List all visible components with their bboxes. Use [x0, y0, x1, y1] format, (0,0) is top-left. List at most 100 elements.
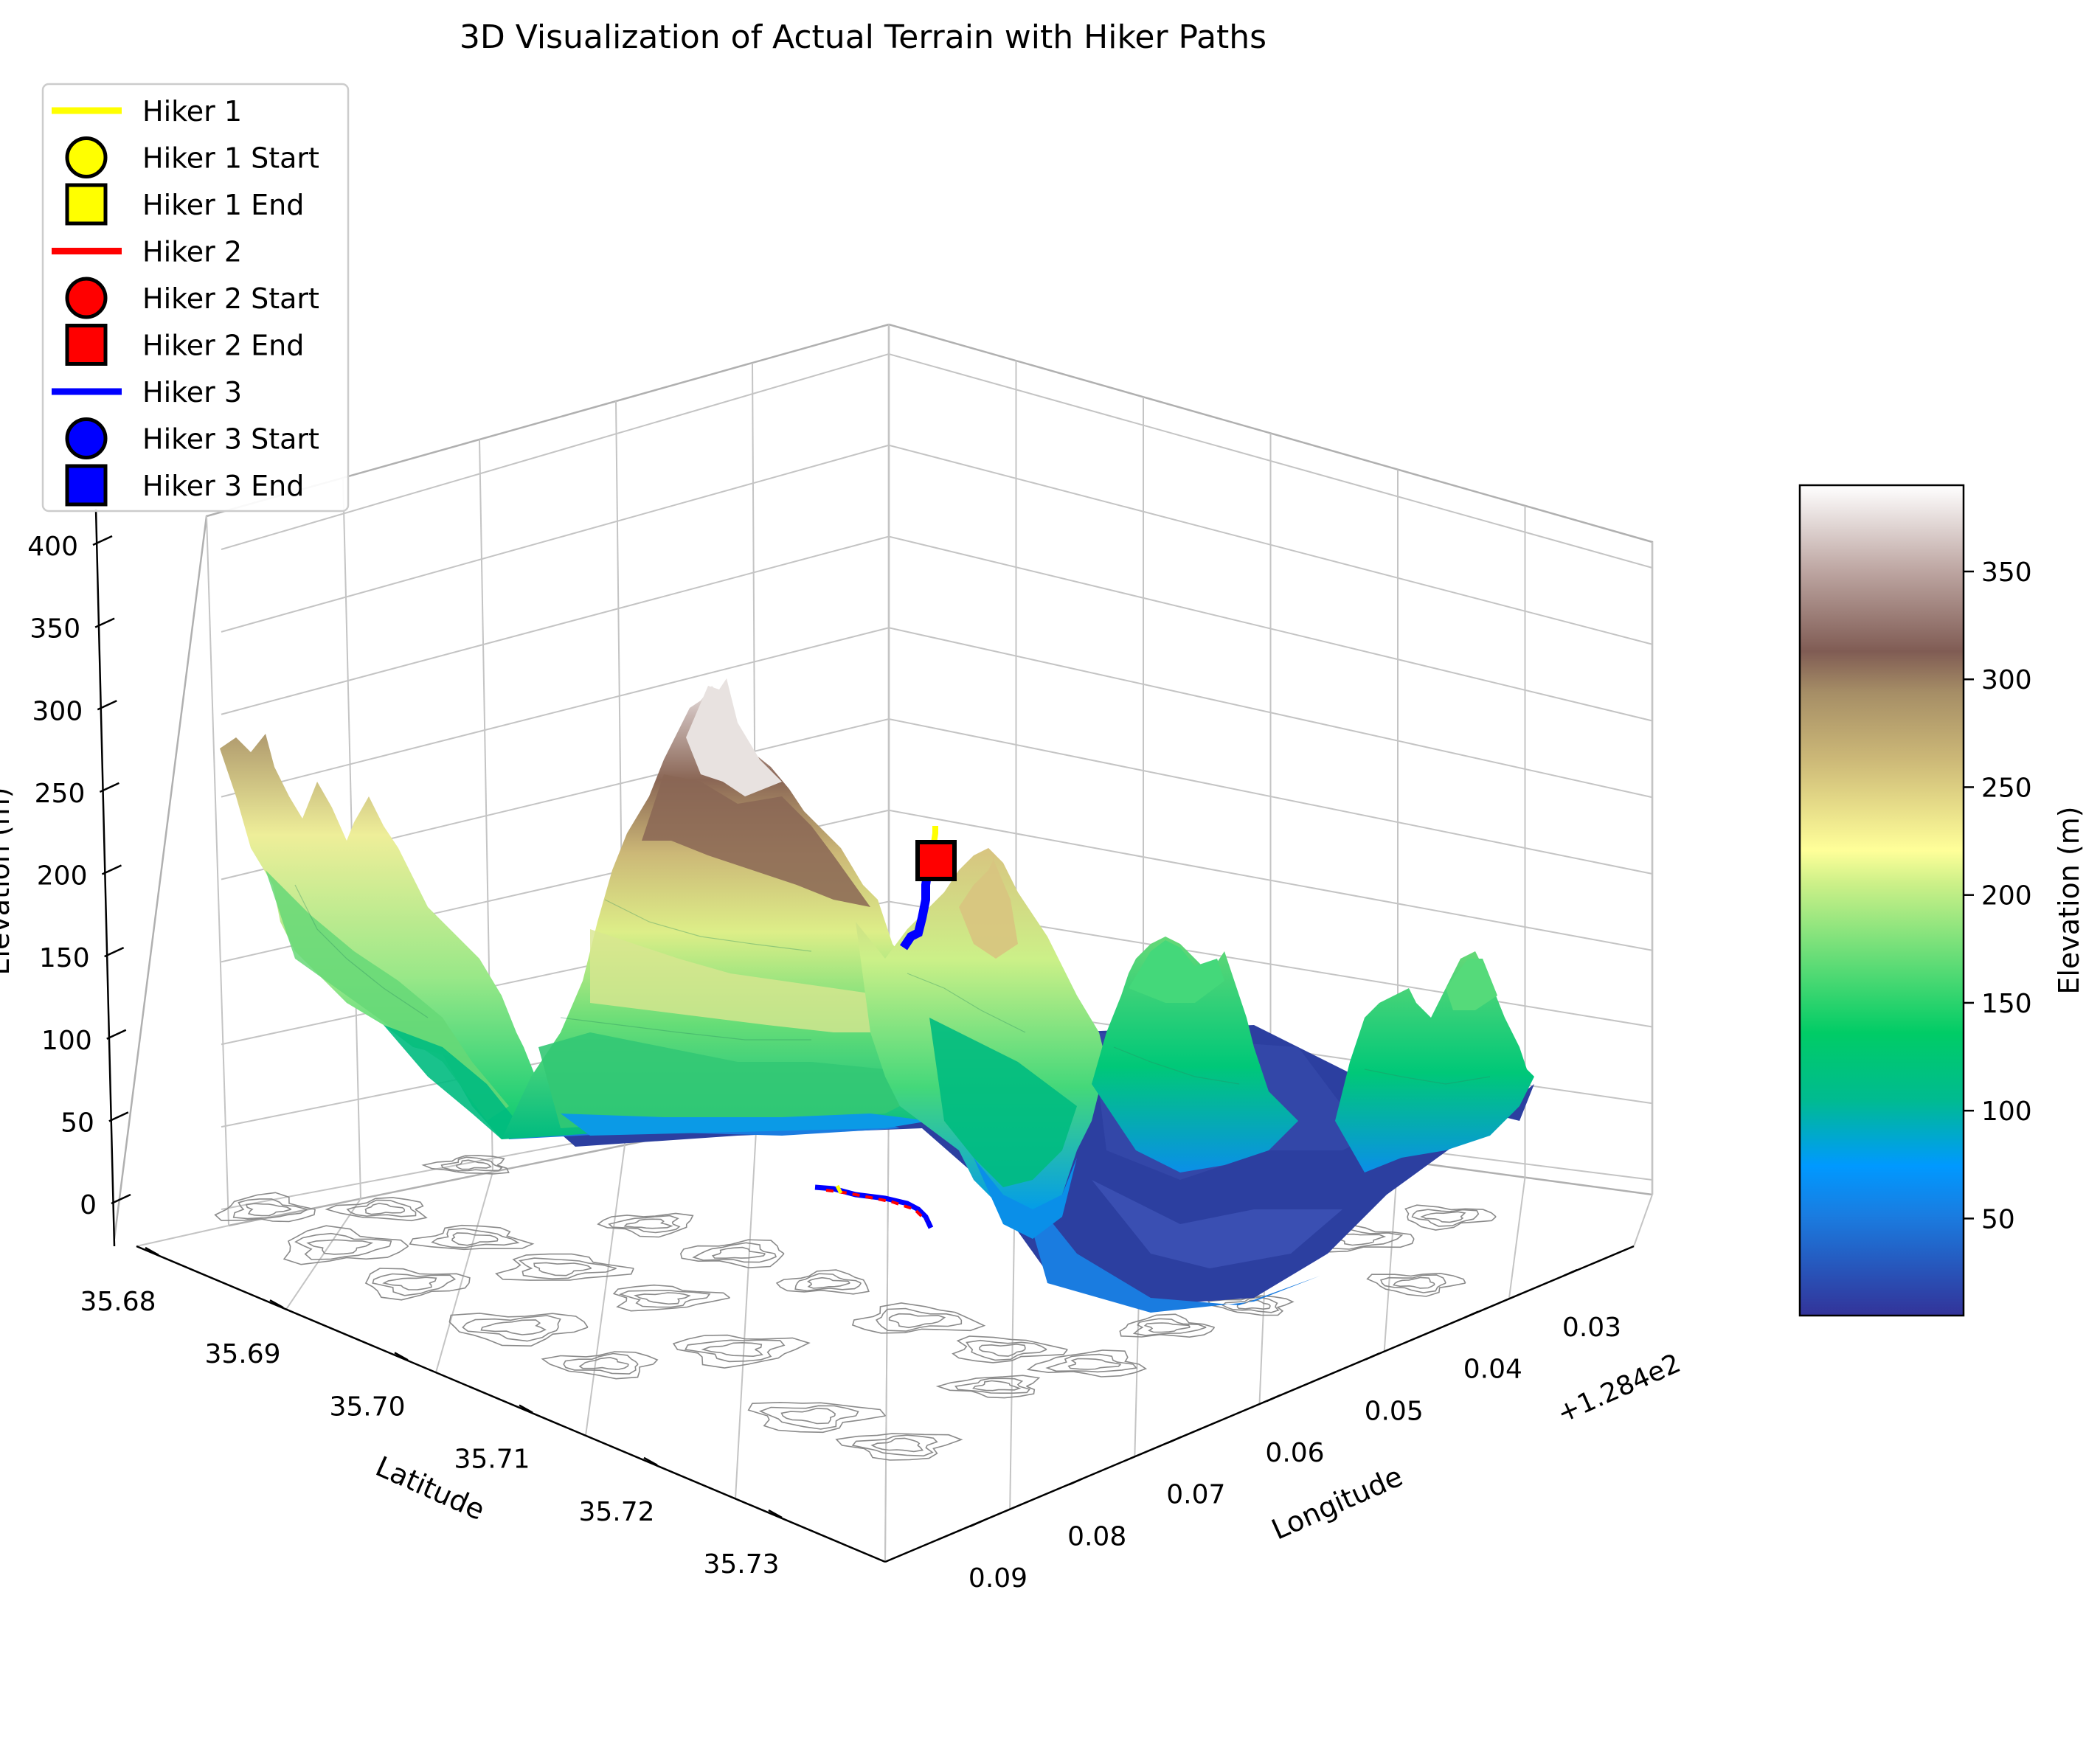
- chart-title: 3D Visualization of Actual Terrain with …: [460, 18, 1266, 56]
- contour-line: [888, 1313, 946, 1329]
- contour-line: [232, 1198, 308, 1220]
- latitude-tick-label: 35.69: [204, 1339, 280, 1369]
- floor-contours: [214, 1155, 1497, 1461]
- floor-grid-line: [285, 1198, 361, 1310]
- longitude-tick-label: 0.03: [1562, 1313, 1621, 1343]
- contour-line: [1420, 1211, 1466, 1223]
- longitude-tick-label: 0.06: [1265, 1438, 1324, 1468]
- legend-square-marker: [65, 464, 108, 507]
- longitude-tick-mark: [1167, 1436, 1182, 1444]
- colorbar-tick-label: 100: [1981, 1097, 2032, 1127]
- longitude-tick-label: 0.05: [1365, 1396, 1424, 1426]
- z-tick-mark: [92, 535, 113, 546]
- z-tick-mark: [108, 1111, 129, 1122]
- contour-line: [563, 1352, 639, 1375]
- contour-line: [421, 1155, 510, 1175]
- contour-line: [870, 1437, 924, 1453]
- floor-grid-line: [884, 1091, 890, 1563]
- legend-circle-marker: [65, 417, 108, 459]
- z-tick-label: 250: [35, 779, 86, 809]
- contour-line: [325, 1197, 428, 1222]
- contour-line: [851, 1302, 986, 1334]
- latitude-tick-label: 35.73: [703, 1549, 779, 1580]
- hiker-end-marker: [915, 840, 957, 881]
- legend-entry: Hiker 1: [52, 95, 242, 128]
- contour-line: [451, 1232, 499, 1246]
- contour-line: [346, 1199, 417, 1217]
- contour-line: [1119, 1313, 1216, 1338]
- legend-label: Hiker 2: [142, 236, 242, 268]
- colorbar-tick-label: 250: [1981, 773, 2032, 803]
- latitude-tick-mark: [394, 1352, 409, 1361]
- z-tick-label: 0: [80, 1190, 97, 1220]
- contour-line: [954, 1378, 1031, 1394]
- floor-grid-line: [136, 1225, 229, 1247]
- contour-line: [747, 1401, 887, 1434]
- z-axis-ticks: 0 50 100 150 200 250 300 350 400: [27, 532, 131, 1220]
- legend-label: Hiker 2 Start: [142, 282, 319, 315]
- contour-line: [541, 1351, 659, 1380]
- contour-line: [794, 1273, 862, 1292]
- contour-line: [578, 1356, 629, 1370]
- z-tick-mark: [97, 700, 117, 711]
- legend-circle-marker: [65, 277, 108, 319]
- longitude-tick-label: 0.09: [968, 1563, 1028, 1594]
- contour-line: [462, 1315, 561, 1342]
- z-tick-label: 150: [39, 943, 90, 973]
- contour-line: [780, 1408, 836, 1425]
- latitude-axis-ticks: 35.68 35.69 35.70 35.71 35.72 35.73: [80, 1246, 783, 1580]
- contour-line: [618, 1290, 711, 1308]
- contour-line: [214, 1192, 316, 1223]
- contour-line: [835, 1433, 963, 1461]
- z-tick-mark: [101, 864, 122, 875]
- legend-entry: Hiker 1 Start: [65, 136, 319, 178]
- z-tick-mark: [99, 782, 119, 793]
- contour-line: [409, 1224, 535, 1251]
- contour-line: [431, 1228, 520, 1248]
- elevation-axis-label: Elevation (m): [0, 787, 15, 975]
- grid-line-elevation: [221, 627, 1653, 799]
- contour-line: [851, 1434, 938, 1457]
- grid-line-elevation: [221, 352, 1653, 569]
- legend-square-marker: [65, 183, 108, 226]
- contour-line: [382, 1276, 437, 1290]
- longitude-tick-mark: [1464, 1310, 1479, 1319]
- colorbar-tick-label: 200: [1981, 881, 2032, 911]
- latitude-tick-mark: [768, 1509, 783, 1519]
- contour-line: [623, 1218, 673, 1229]
- colorbar-tick-label: 50: [1981, 1204, 2015, 1234]
- colorbar-label: Elevation (m): [2053, 806, 2085, 994]
- contour-line: [1392, 1276, 1435, 1289]
- contour-line: [758, 1405, 859, 1430]
- z-tick-label: 50: [60, 1108, 94, 1138]
- longitude-tick-mark: [1563, 1268, 1578, 1277]
- contour-line: [533, 1262, 592, 1276]
- z-tick-label: 400: [27, 532, 78, 562]
- longitude-tick-label: 0.08: [1067, 1521, 1126, 1552]
- longitude-tick-mark: [969, 1519, 984, 1528]
- legend-label: Hiker 1 End: [142, 189, 304, 221]
- hiker-1-floor-path: [835, 1184, 843, 1195]
- grid-line-elevation: [221, 444, 1653, 645]
- z-tick-label: 350: [30, 614, 80, 645]
- contour-line: [1221, 1296, 1280, 1313]
- colorbar-tick-label: 150: [1981, 989, 2032, 1019]
- grid-line-latitude: [206, 515, 229, 1226]
- legend-label: Hiker 3 End: [142, 470, 304, 502]
- longitude-tick-mark: [1365, 1352, 1380, 1361]
- contour-line: [1411, 1209, 1480, 1227]
- contour-line: [1380, 1274, 1446, 1293]
- latitude-tick-mark: [643, 1456, 658, 1466]
- floor-grid-line: [1633, 1194, 1653, 1247]
- z-tick-mark: [104, 946, 125, 958]
- grid-line-elevation: [221, 809, 1653, 963]
- contour-line: [701, 1341, 763, 1358]
- hiker-2-floor-path: [825, 1189, 927, 1222]
- contour-line: [966, 1339, 1047, 1361]
- latitude-tick-mark: [145, 1246, 159, 1257]
- contour-line: [935, 1375, 1041, 1399]
- contour-line: [680, 1239, 785, 1268]
- latitude-tick-label: 35.68: [80, 1287, 156, 1317]
- latitude-tick-mark: [269, 1299, 284, 1309]
